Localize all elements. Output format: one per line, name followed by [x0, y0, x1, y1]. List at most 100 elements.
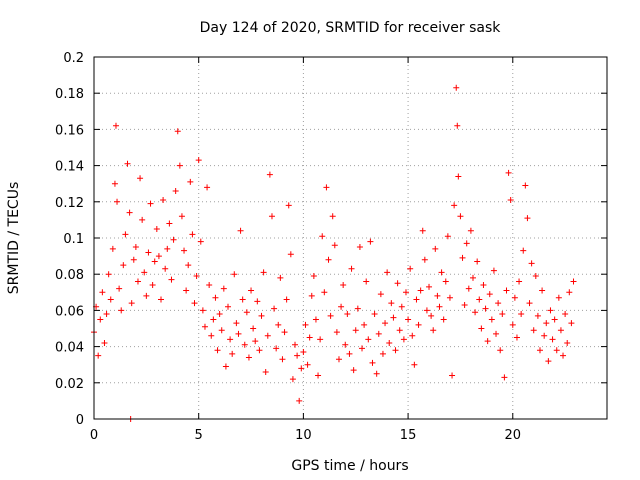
data-point	[170, 236, 177, 243]
data-point	[386, 339, 393, 346]
data-point	[327, 312, 334, 319]
data-point	[526, 300, 533, 307]
data-point	[388, 300, 395, 307]
data-point	[268, 213, 275, 220]
data-point	[536, 347, 543, 354]
data-point	[335, 356, 342, 363]
data-point	[277, 274, 284, 281]
data-point	[204, 184, 211, 191]
data-point	[239, 296, 246, 303]
data-point	[118, 307, 125, 314]
y-tick-label: 0.06	[55, 304, 84, 319]
y-tick-label: 0	[76, 413, 84, 428]
data-point	[513, 334, 520, 341]
data-point	[134, 278, 141, 285]
data-point	[235, 330, 242, 337]
data-point	[570, 278, 577, 285]
data-point	[359, 345, 366, 352]
data-point	[557, 327, 564, 334]
data-point	[252, 338, 259, 345]
data-point	[453, 84, 460, 91]
data-point	[463, 240, 470, 247]
data-point	[390, 314, 397, 321]
y-axis-ticks: 0 0.02 0.04 0.06 0.08 0.1 0.12 0.14 0.16 0.18 0.2	[55, 51, 607, 428]
data-point	[419, 227, 426, 234]
data-point	[300, 349, 307, 356]
data-point	[409, 332, 416, 339]
data-point	[549, 336, 556, 343]
data-point	[260, 269, 267, 276]
data-point	[522, 182, 529, 189]
data-point	[444, 233, 451, 240]
data-point	[434, 292, 441, 299]
data-point	[486, 291, 493, 298]
data-point	[193, 273, 200, 280]
data-point	[294, 352, 301, 359]
x-tick-label: 0	[90, 428, 98, 443]
data-point	[400, 336, 407, 343]
data-point	[141, 269, 148, 276]
data-point	[417, 287, 424, 294]
data-point	[547, 307, 554, 314]
data-point	[354, 305, 361, 312]
data-point	[528, 260, 535, 267]
data-point	[296, 397, 303, 404]
data-point	[233, 320, 240, 327]
data-point	[158, 296, 165, 303]
data-point	[503, 287, 510, 294]
data-point	[474, 258, 481, 265]
data-point	[281, 329, 288, 336]
data-point	[428, 312, 435, 319]
data-point	[201, 323, 208, 330]
data-point	[271, 305, 278, 312]
data-point	[497, 347, 504, 354]
data-point	[509, 321, 516, 328]
data-point	[396, 327, 403, 334]
data-point	[518, 311, 525, 318]
data-point	[543, 320, 550, 327]
data-point	[524, 215, 531, 222]
data-point	[454, 122, 461, 129]
data-point	[164, 245, 171, 252]
data-point	[340, 282, 347, 289]
data-point	[222, 363, 229, 370]
data-point	[539, 287, 546, 294]
grid	[94, 57, 607, 419]
data-point	[423, 307, 430, 314]
data-point	[505, 169, 512, 176]
data-point	[122, 231, 129, 238]
data-point	[442, 278, 449, 285]
data-point	[143, 292, 150, 299]
data-point	[191, 300, 198, 307]
data-point	[371, 311, 378, 318]
data-point	[564, 339, 571, 346]
data-point	[166, 220, 173, 227]
data-point	[480, 282, 487, 289]
data-point	[352, 327, 359, 334]
chart-title: Day 124 of 2020, SRMTID for receiver sas…	[200, 20, 502, 36]
data-point	[499, 311, 506, 318]
data-point	[105, 271, 112, 278]
data-point	[178, 213, 185, 220]
y-tick-label: 0.04	[55, 341, 84, 356]
data-point	[555, 294, 562, 301]
data-point	[258, 312, 265, 319]
data-point	[495, 300, 502, 307]
data-point	[323, 184, 330, 191]
y-tick-label: 0.1	[63, 232, 84, 247]
data-point	[402, 289, 409, 296]
x-tick-label: 15	[400, 428, 417, 443]
data-point	[394, 280, 401, 287]
data-point	[310, 273, 317, 280]
data-point	[482, 305, 489, 312]
data-point	[568, 320, 575, 327]
data-point	[319, 233, 326, 240]
data-point	[530, 327, 537, 334]
data-point	[210, 316, 217, 323]
data-point	[459, 254, 466, 261]
data-point	[183, 287, 190, 294]
data-point	[126, 209, 133, 216]
data-point	[237, 227, 244, 234]
